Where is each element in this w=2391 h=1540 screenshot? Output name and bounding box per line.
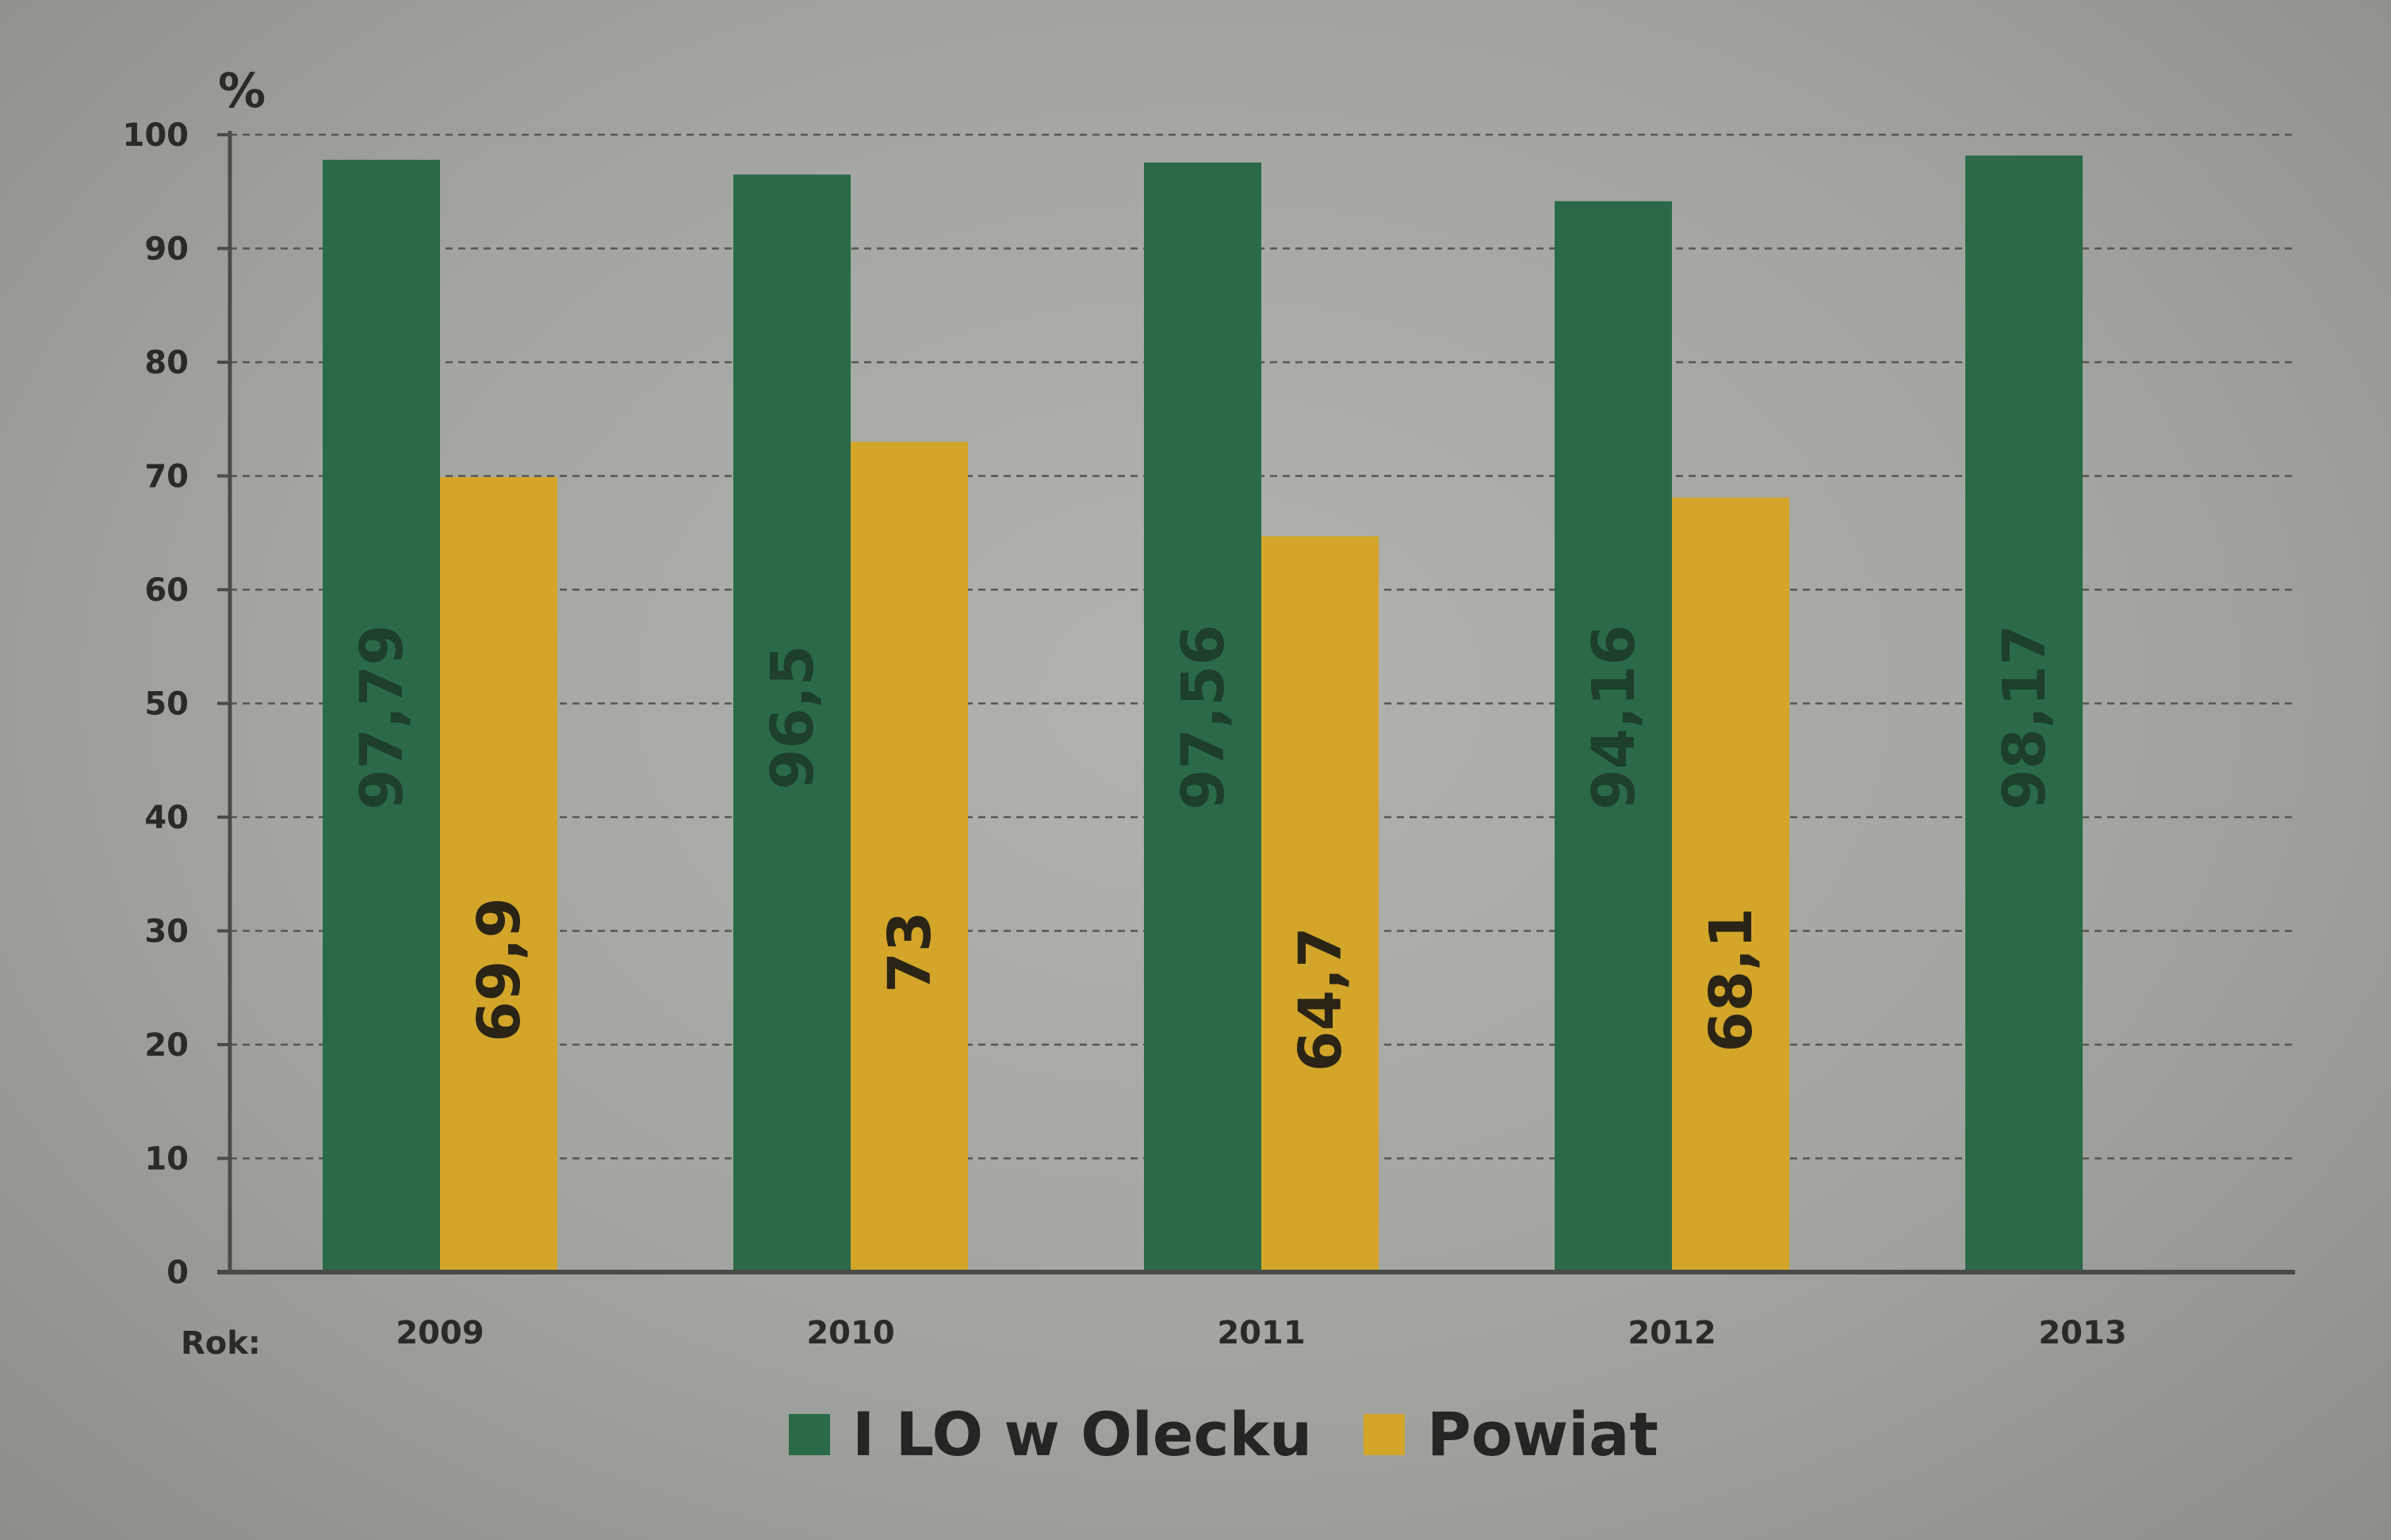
x-tick-label-2011: 2011 [1217,1315,1305,1351]
bar-label-ilo-2010: 96,5 [759,645,827,790]
bar-powiat-2011 [1261,536,1379,1272]
x-tick-label-2009: 2009 [396,1315,484,1351]
legend-label-powiat: Powiat [1427,1399,1658,1469]
axes [217,131,2295,1274]
bar-label-ilo-2011: 97,56 [1169,625,1238,810]
y-tick-label-90: 90 [144,231,189,268]
labels: 0 10 20 30 40 50 60 70 80 90 100% 97,79 69,9 2009 96,5… [123,63,2127,1362]
legend-label-ilo: I LO w Olecku [852,1399,1312,1469]
bar-label-powiat-2012: 68,1 [1697,908,1766,1053]
y-tick-label-100: 100 [123,117,189,154]
y-tick-label-0: 0 [166,1255,189,1291]
y-tick-label-40: 40 [144,800,189,836]
legend: I LO w Olecku Powiat [789,1399,1658,1469]
bar-ilo-2010 [733,174,851,1273]
bar-ilo-2009 [323,159,440,1272]
bar-ilo-2012 [1555,201,1672,1273]
x-tick-label-2013: 2013 [2038,1315,2126,1351]
bar-label-ilo-2012: 94,16 [1580,625,1648,810]
bar-label-powiat-2010: 73 [876,911,944,993]
y-tick-label-80: 80 [144,345,189,381]
bar-label-ilo-2009: 97,79 [348,625,416,810]
bar-label-powiat-2011: 64,7 [1287,927,1355,1072]
x-tick-label-2012: 2012 [1628,1315,1716,1351]
x-axis-prefix: Rok: [181,1325,261,1362]
legend-swatch-ilo [789,1414,830,1455]
y-tick-label-10: 10 [144,1141,189,1178]
bar-label-ilo-2013: 98,17 [1991,625,2059,810]
bar-ilo-2013 [1965,155,2083,1272]
y-tick-label-20: 20 [144,1027,189,1064]
y-unit-label: % [218,63,266,119]
y-tick-label-60: 60 [144,572,189,609]
bar-label-powiat-2009: 69,9 [465,897,534,1042]
x-tick-label-2010: 2010 [806,1315,894,1351]
bars [323,155,2083,1273]
y-tick-label-70: 70 [144,459,189,495]
bar-powiat-2012 [1672,497,1789,1272]
bar-powiat-2010 [851,441,968,1273]
bar-powiat-2009 [440,476,557,1272]
legend-swatch-powiat [1364,1414,1405,1455]
y-tick-label-50: 50 [144,686,189,723]
y-tick-label-30: 30 [144,914,189,950]
bar-ilo-2011 [1144,162,1261,1272]
